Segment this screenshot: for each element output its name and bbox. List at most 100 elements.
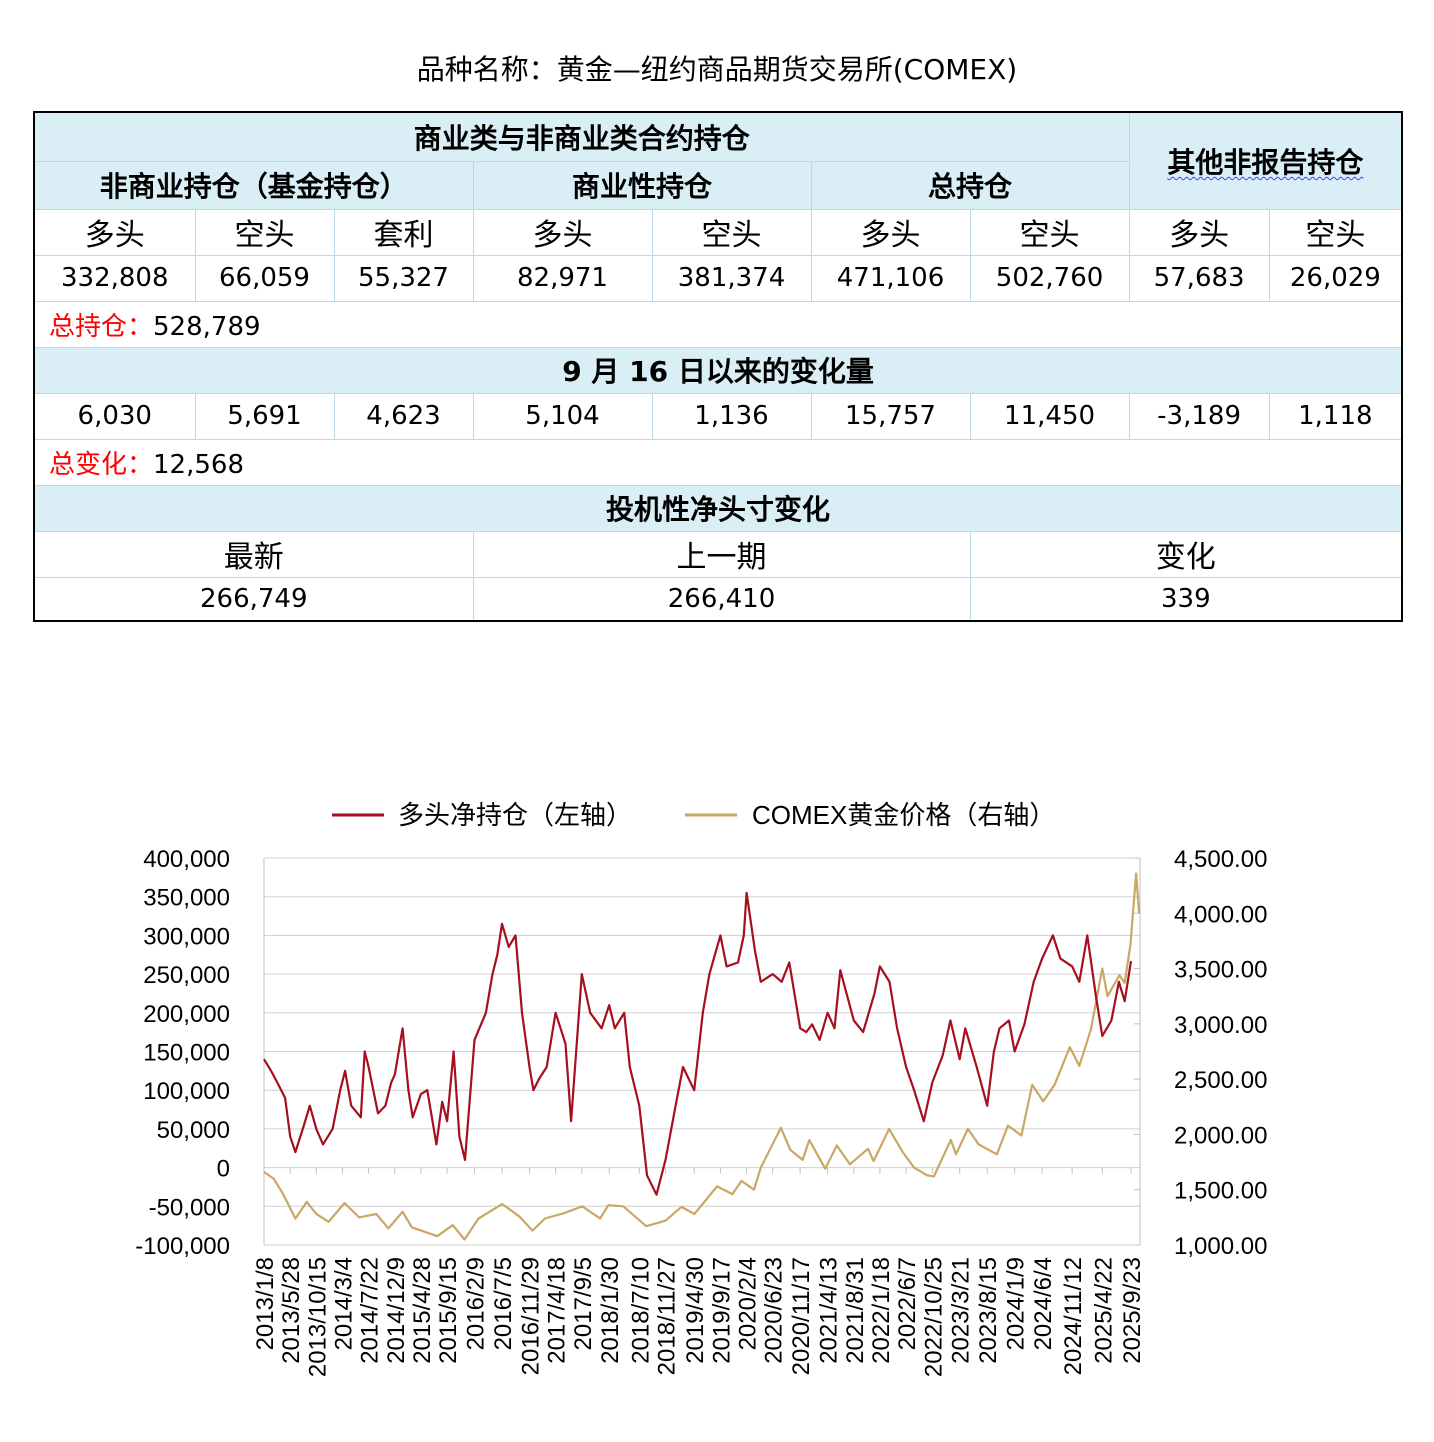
net-header: 投机性净头寸变化 — [33, 484, 1403, 532]
total-change: 总变化：12,568 — [33, 438, 1403, 486]
right-tick-label: 2,500.00 — [1174, 1067, 1267, 1094]
right-tick-label: 1,000.00 — [1174, 1233, 1267, 1260]
net-long-line — [263, 891, 1133, 1196]
page-title: 品种名称：黄金—纽约商品期货交易所(COMEX) — [416, 53, 1018, 86]
x-tick-label: 2022/1/18 — [868, 1257, 895, 1364]
left-tick-label: 150,000 — [143, 1040, 230, 1067]
total-oi-label: 总持仓： — [49, 311, 154, 342]
x-tick-label: 2025/4/22 — [1090, 1257, 1117, 1364]
left-axis-ticks: 400,000 350,000 300,000 250,000 200,000 150,0… — [135, 846, 230, 1260]
group-header: 商业类与非商业类合约持仓 — [33, 111, 1130, 162]
x-tick-label: 2020/6/23 — [761, 1257, 788, 1364]
value-cell: 332,808 — [33, 254, 196, 302]
total-header: 总持仓 — [810, 160, 1130, 210]
x-tick-label: 2016/11/29 — [517, 1257, 544, 1375]
x-tick-label: 2013/10/15 — [304, 1257, 331, 1377]
value-cell: 381,374 — [651, 254, 812, 302]
value-cell: 26,029 — [1268, 254, 1403, 302]
right-axis-ticks: 4,500.00 4,000.00 3,500.00 3,000.00 2,500.00… — [1134, 846, 1267, 1260]
change-cell: 4,623 — [333, 392, 474, 440]
chart-legend: 多头净持仓（左轴） COMEX黄金价格（右轴） — [332, 800, 1055, 830]
total-change-label: 总变化： — [49, 449, 154, 480]
change-cell: 1,136 — [651, 392, 812, 440]
right-tick-label: 4,500.00 — [1174, 846, 1267, 873]
right-tick-label: 2,000.00 — [1174, 1122, 1267, 1149]
x-tick-label: 2020/11/17 — [788, 1257, 815, 1375]
col-long: 多头 — [810, 208, 971, 256]
x-tick-label: 2015/4/28 — [409, 1257, 436, 1364]
net-long-vs-gold-chart: 多头净持仓（左轴） COMEX黄金价格（右轴） 400,000 350,000 30… — [135, 800, 1267, 1377]
change-cell: 6,030 — [33, 392, 196, 440]
left-tick-label: 350,000 — [143, 885, 230, 912]
value-cell: 55,327 — [333, 254, 474, 302]
x-tick-label: 2016/7/5 — [490, 1257, 517, 1350]
x-tick-label: 2024/11/12 — [1060, 1257, 1087, 1375]
x-tick-label: 2013/5/28 — [278, 1257, 305, 1364]
x-tick-label: 2017/9/5 — [570, 1257, 597, 1350]
net-previous-value: 266,410 — [472, 576, 971, 622]
total-change-value: 12,568 — [153, 449, 244, 480]
right-tick-label: 4,000.00 — [1174, 901, 1267, 928]
x-axis-ticks: 2013/1/8 2013/5/28 2013/10/15 2014/3/4 2014/… — [252, 1167, 1146, 1377]
x-tick-label: 2024/6/4 — [1030, 1257, 1057, 1350]
col-long: 多头 — [33, 208, 196, 256]
col-long: 多头 — [472, 208, 653, 256]
x-tick-label: 2018/1/30 — [597, 1257, 624, 1364]
total-open-interest: 总持仓：528,789 — [33, 300, 1403, 348]
right-tick-label: 3,000.00 — [1174, 1012, 1267, 1039]
commercial-header: 商业性持仓 — [472, 160, 812, 210]
col-short: 空头 — [1268, 208, 1403, 256]
x-tick-label: 2015/9/15 — [435, 1257, 462, 1364]
value-cell: 57,683 — [1128, 254, 1270, 302]
right-tick-label: 1,500.00 — [1174, 1178, 1267, 1205]
gold-price-line — [263, 872, 1141, 1241]
x-tick-label: 2025/9/23 — [1119, 1257, 1146, 1364]
left-tick-label: 0 — [217, 1156, 230, 1183]
left-tick-label: 200,000 — [143, 1001, 230, 1028]
x-tick-label: 2020/2/4 — [735, 1257, 762, 1350]
left-tick-label: 50,000 — [157, 1117, 230, 1144]
net-col-change: 变化 — [969, 530, 1403, 578]
change-cell: 5,104 — [472, 392, 653, 440]
col-spread: 套利 — [333, 208, 474, 256]
col-short: 空头 — [194, 208, 335, 256]
change-cell: 15,757 — [810, 392, 971, 440]
total-oi-value: 528,789 — [153, 311, 261, 342]
left-tick-label: 400,000 — [143, 846, 230, 873]
x-tick-label: 2014/7/22 — [357, 1257, 384, 1364]
left-tick-label: -50,000 — [149, 1194, 230, 1221]
x-tick-label: 2023/3/21 — [948, 1257, 975, 1364]
col-short: 空头 — [651, 208, 812, 256]
left-tick-label: 100,000 — [143, 1078, 230, 1105]
x-tick-label: 2018/7/10 — [627, 1257, 654, 1364]
value-cell: 82,971 — [472, 254, 653, 302]
value-cell: 471,106 — [810, 254, 971, 302]
change-cell: -3,189 — [1128, 392, 1270, 440]
x-tick-label: 2021/4/13 — [816, 1257, 843, 1364]
x-tick-label: 2018/11/27 — [653, 1257, 680, 1375]
right-tick-label: 3,500.00 — [1174, 957, 1267, 984]
net-col-latest: 最新 — [33, 530, 474, 578]
x-tick-label: 2024/1/9 — [1003, 1257, 1030, 1350]
x-tick-label: 2019/4/30 — [682, 1257, 709, 1364]
left-tick-label: 300,000 — [143, 923, 230, 950]
value-cell: 66,059 — [194, 254, 335, 302]
x-tick-label: 2019/9/17 — [708, 1257, 735, 1364]
x-tick-label: 2016/2/9 — [463, 1257, 490, 1350]
left-tick-label: -100,000 — [135, 1233, 230, 1260]
x-tick-label: 2014/3/4 — [330, 1257, 357, 1350]
x-tick-label: 2014/12/9 — [383, 1257, 410, 1364]
change-cell: 1,118 — [1268, 392, 1403, 440]
x-tick-label: 2021/8/31 — [842, 1257, 869, 1364]
change-cell: 5,691 — [194, 392, 335, 440]
cot-positions-table: 商业类与非商业类合约持仓 其他非报告持仓 非商业持仓（基金持仓） 商业性持仓 总… — [33, 111, 1404, 622]
x-tick-label: 2022/10/25 — [920, 1257, 947, 1377]
net-latest-value: 266,749 — [33, 576, 474, 622]
x-tick-label: 2022/6/7 — [894, 1257, 921, 1350]
x-tick-label: 2017/4/18 — [544, 1257, 571, 1364]
net-col-previous: 上一期 — [472, 530, 971, 578]
chart-grid — [263, 857, 1141, 1246]
col-short: 空头 — [969, 208, 1130, 256]
legend-label-gold: COMEX黄金价格（右轴） — [752, 800, 1055, 830]
value-cell: 502,760 — [969, 254, 1130, 302]
